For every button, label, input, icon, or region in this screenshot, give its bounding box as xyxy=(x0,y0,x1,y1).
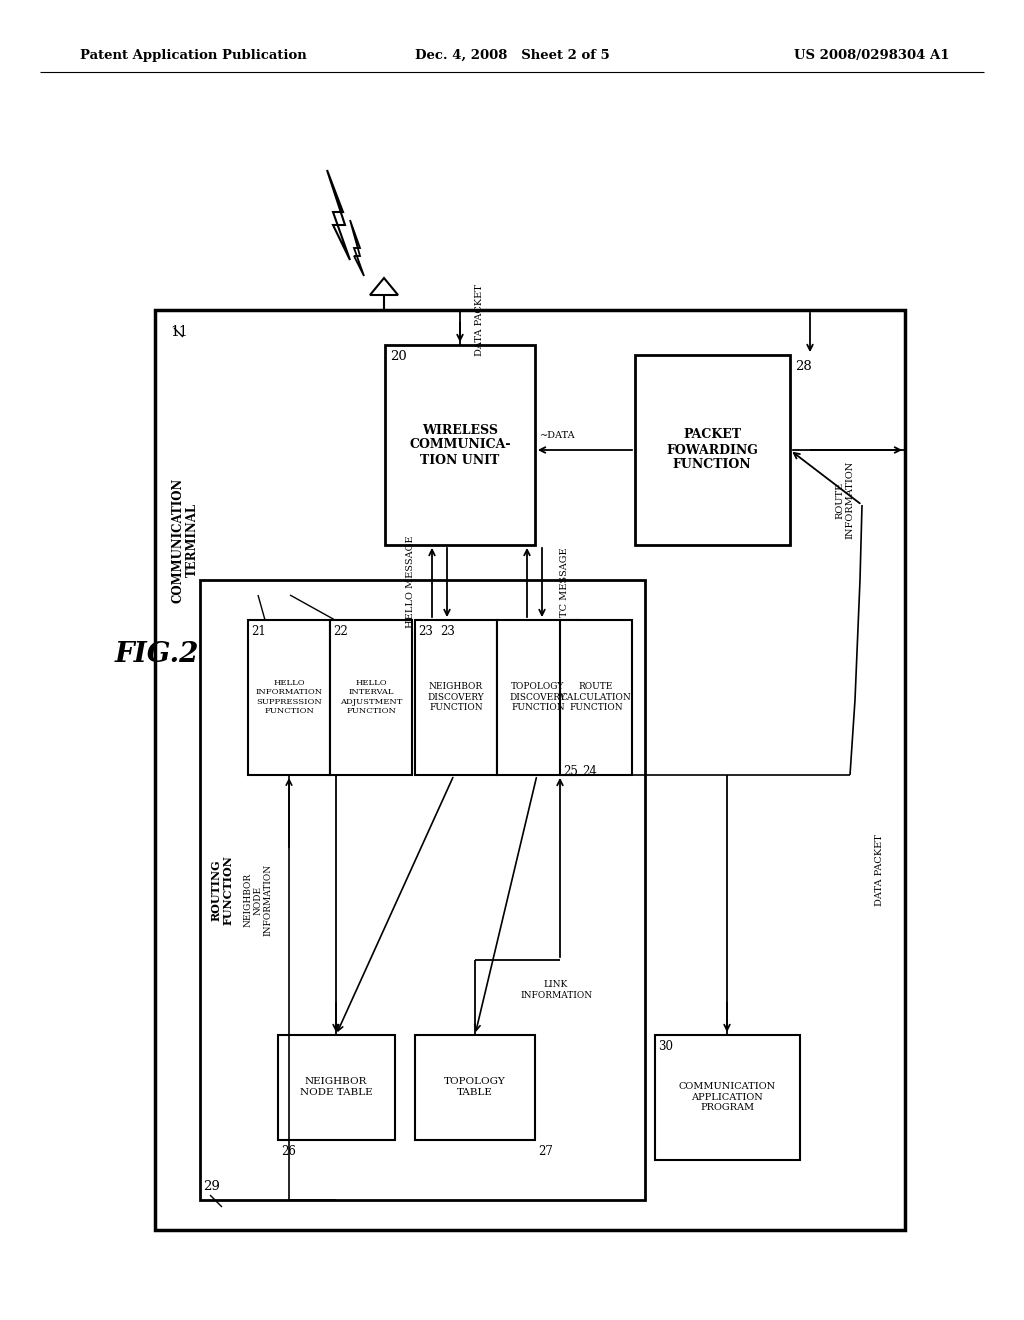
Text: WIRELESS
COMMUNICA-
TION UNIT: WIRELESS COMMUNICA- TION UNIT xyxy=(410,424,511,466)
Text: HELLO
INTERVAL
ADJUSTMENT
FUNCTION: HELLO INTERVAL ADJUSTMENT FUNCTION xyxy=(340,680,402,715)
Text: HELLO MESSAGE: HELLO MESSAGE xyxy=(406,536,415,628)
Bar xyxy=(278,1035,395,1140)
Text: 22: 22 xyxy=(333,624,348,638)
Bar xyxy=(330,620,412,775)
Text: COMMUNICATION
APPLICATION
PROGRAM: COMMUNICATION APPLICATION PROGRAM xyxy=(679,1082,775,1111)
Text: DATA PACKET: DATA PACKET xyxy=(475,284,484,356)
Polygon shape xyxy=(350,220,364,276)
Text: FIG.2: FIG.2 xyxy=(115,642,200,668)
Polygon shape xyxy=(327,170,350,260)
Bar xyxy=(560,620,632,775)
Text: 20: 20 xyxy=(390,350,407,363)
Text: 26: 26 xyxy=(281,1144,296,1158)
Text: LINK
INFORMATION: LINK INFORMATION xyxy=(520,981,592,999)
Bar xyxy=(248,620,330,775)
Text: NEIGHBOR
NODE
INFORMATION: NEIGHBOR NODE INFORMATION xyxy=(243,863,273,936)
Text: ROUTING
FUNCTION: ROUTING FUNCTION xyxy=(210,855,233,925)
Bar xyxy=(655,1035,800,1160)
Text: PACKET
FOWARDING
FUNCTION: PACKET FOWARDING FUNCTION xyxy=(666,429,758,471)
Text: DATA PACKET: DATA PACKET xyxy=(876,834,885,906)
Text: Patent Application Publication: Patent Application Publication xyxy=(80,49,307,62)
Text: ROUTE
CALCULATION
FUNCTION: ROUTE CALCULATION FUNCTION xyxy=(560,682,632,711)
Bar xyxy=(200,579,645,1200)
Text: 29: 29 xyxy=(203,1180,220,1193)
Text: Dec. 4, 2008   Sheet 2 of 5: Dec. 4, 2008 Sheet 2 of 5 xyxy=(415,49,609,62)
Text: 30: 30 xyxy=(658,1040,673,1053)
Text: ROUTE
INFORMATION: ROUTE INFORMATION xyxy=(835,461,854,539)
Bar xyxy=(415,620,497,775)
Text: HELLO
INFORMATION
SUPPRESSION
FUNCTION: HELLO INFORMATION SUPPRESSION FUNCTION xyxy=(255,680,323,715)
Bar xyxy=(385,345,535,545)
Text: TOPOLOGY
TABLE: TOPOLOGY TABLE xyxy=(444,1077,506,1097)
Text: TC MESSAGE: TC MESSAGE xyxy=(560,548,569,616)
Bar xyxy=(415,1035,535,1140)
Text: 27: 27 xyxy=(538,1144,553,1158)
Text: 28: 28 xyxy=(795,360,812,374)
Text: NEIGHBOR
DISCOVERY
FUNCTION: NEIGHBOR DISCOVERY FUNCTION xyxy=(428,682,484,711)
Bar xyxy=(635,355,790,545)
Text: 11: 11 xyxy=(170,325,187,339)
Bar xyxy=(155,310,905,1230)
Text: 23: 23 xyxy=(440,624,455,638)
Text: 25: 25 xyxy=(563,766,578,777)
Text: US 2008/0298304 A1: US 2008/0298304 A1 xyxy=(795,49,950,62)
Text: 23: 23 xyxy=(418,624,433,638)
Text: ~DATA: ~DATA xyxy=(540,432,575,440)
Polygon shape xyxy=(370,279,398,294)
Text: NEIGHBOR
NODE TABLE: NEIGHBOR NODE TABLE xyxy=(300,1077,373,1097)
Text: TOPOLOGY
DISCOVERY
FUNCTION: TOPOLOGY DISCOVERY FUNCTION xyxy=(510,682,566,711)
Text: 24: 24 xyxy=(582,766,597,777)
Text: COMMUNICATION
TERMINAL: COMMUNICATION TERMINAL xyxy=(171,478,199,603)
Text: 21: 21 xyxy=(251,624,266,638)
Bar xyxy=(497,620,579,775)
